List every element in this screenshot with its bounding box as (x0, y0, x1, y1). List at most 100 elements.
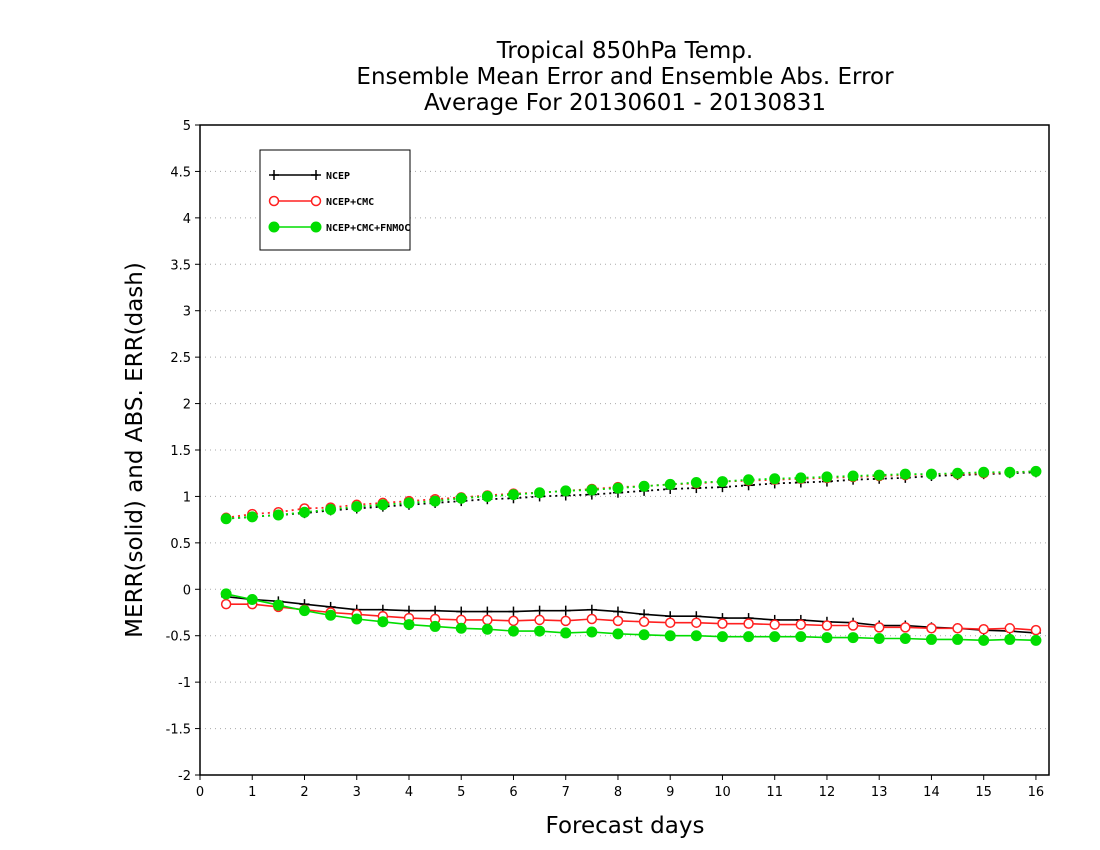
y-tick-label: -2 (178, 769, 191, 784)
abs-err-point-ncep-cmc-fnmoc (560, 485, 572, 497)
merr-point-ncep-cmc-fnmoc (795, 631, 807, 643)
x-tick-label: 13 (871, 785, 888, 800)
x-tick-label: 16 (1028, 785, 1045, 800)
legend-marker-ncep-cmc-fnmoc (310, 221, 322, 233)
y-tick-label: -0.5 (166, 630, 191, 645)
abs-err-point-ncep-cmc-fnmoc (612, 482, 624, 494)
abs-err-point-ncep-cmc-fnmoc (847, 470, 859, 482)
chart-title-line-2: Ensemble Mean Error and Ensemble Abs. Er… (356, 64, 894, 90)
x-tick-label: 4 (405, 785, 413, 800)
abs-err-point-ncep-cmc-fnmoc (664, 478, 676, 490)
legend: NCEP NCEP+CMC NCEP+CMC+FNMOC (259, 149, 411, 251)
abs-err-point-ncep-cmc-fnmoc (899, 468, 911, 480)
x-tick-label: 8 (614, 785, 622, 800)
merr-point-ncep-cmc-fnmoc (638, 629, 650, 641)
abs-err-point-ncep-cmc-fnmoc (743, 474, 755, 486)
x-tick-label: 7 (562, 785, 570, 800)
y-tick-label: 3.5 (170, 258, 191, 273)
merr-point-ncep-cmc (664, 617, 676, 628)
abs-err-point-ncep-cmc-fnmoc (716, 476, 728, 488)
legend-marker-ncep-cmc-fnmoc (268, 221, 280, 233)
merr-line-ncep-cmc-fnmoc (225, 593, 1036, 642)
merr-point-ncep-cmc-fnmoc (925, 633, 937, 645)
merr-point-ncep-cmc-fnmoc (481, 623, 493, 635)
x-tick-label: 0 (196, 785, 204, 800)
abs-err-point-ncep-cmc-fnmoc (925, 468, 937, 480)
merr-point-ncep-cmc-fnmoc (325, 609, 337, 621)
x-tick-label: 10 (714, 785, 731, 800)
y-tick-label: 3 (183, 305, 191, 320)
abs-err-point-ncep-cmc-fnmoc (220, 513, 232, 525)
legend-item-ncep-cmc: NCEP+CMC (268, 195, 374, 208)
merr-point-ncep-cmc-fnmoc (952, 633, 964, 645)
abs-err-point-ncep-cmc-fnmoc (534, 487, 546, 499)
merr-point-ncep-cmc-fnmoc (769, 631, 781, 643)
series-ncep (221, 467, 1041, 638)
merr-point-ncep-cmc (821, 620, 833, 631)
legend-label-ncep-cmc-fnmoc: NCEP+CMC+FNMOC (326, 223, 410, 234)
axes: 54.543.532.521.510.50-0.5-1-1.5-20 1 2 3 4 5 6… (166, 119, 1045, 800)
abs-err-point-ncep-cmc-fnmoc (429, 495, 441, 507)
legend-item-ncep: NCEP (269, 170, 350, 182)
merr-point-ncep (508, 606, 519, 617)
merr-point-ncep-cmc (795, 619, 807, 630)
chart-title-line-3: Average For 20130601 - 20130831 (424, 90, 826, 116)
abs-err-line-ncep (226, 471, 1036, 520)
merr-point-ncep-cmc-fnmoc (899, 633, 911, 644)
y-tick-label: -1.5 (166, 723, 191, 738)
merr-point-ncep-cmc (1030, 624, 1042, 636)
merr-point-ncep-cmc-fnmoc (272, 599, 284, 611)
merr-point-ncep-cmc-fnmoc (821, 632, 833, 644)
y-tick-label: 0 (183, 583, 191, 598)
x-tick-label: 2 (300, 785, 308, 800)
abs-err-point-ncep-cmc-fnmoc (795, 472, 807, 484)
series-ncep-cmc (220, 466, 1042, 636)
x-tick-label: 12 (819, 785, 836, 800)
y-tick-label: 2.5 (170, 351, 191, 366)
abs-err-point-ncep-cmc-fnmoc (873, 469, 885, 481)
merr-point-ncep-cmc (900, 622, 911, 633)
merr-point-ncep-cmc (926, 623, 937, 634)
x-tick-label: 6 (509, 785, 517, 800)
legend-marker-ncep (269, 170, 279, 180)
x-tick-label: 11 (766, 785, 783, 800)
abs-err-point-ncep-cmc-fnmoc (507, 489, 519, 501)
x-tick-label: 14 (923, 785, 940, 800)
merr-point-ncep-cmc (847, 620, 859, 631)
x-axis-label: Forecast days (546, 813, 705, 839)
y-tick-label: 4 (183, 212, 191, 227)
y-tick-label: -1 (178, 676, 191, 691)
merr-point-ncep-cmc (978, 623, 989, 635)
legend-box (259, 149, 411, 251)
y-tick-label: 1.5 (170, 444, 191, 459)
abs-err-point-ncep-cmc-fnmoc (638, 480, 650, 492)
x-tick-label: 5 (457, 785, 465, 800)
merr-point-ncep-cmc-fnmoc (246, 594, 258, 605)
abs-err-point-ncep-cmc-fnmoc (952, 467, 964, 479)
merr-point-ncep-cmc (586, 613, 598, 625)
abs-err-point-ncep-cmc-fnmoc (272, 509, 284, 521)
merr-point-ncep-cmc-fnmoc (664, 630, 676, 642)
merr-point-ncep-cmc (482, 614, 493, 626)
abs-err-point-ncep-cmc-fnmoc (978, 466, 990, 478)
merr-point-ncep-cmc (560, 615, 571, 627)
merr-point-ncep-cmc (638, 616, 650, 628)
merr-point-ncep-cmc-fnmoc (1030, 634, 1042, 646)
y-tick-label: 0.5 (170, 537, 191, 552)
legend-label-ncep-cmc: NCEP+CMC (326, 197, 374, 208)
x-tick-label: 1 (248, 785, 256, 800)
series-lines (220, 465, 1042, 646)
abs-err-point-ncep-cmc-fnmoc (455, 492, 467, 504)
legend-marker-ncep (311, 170, 321, 180)
merr-point-ncep-cmc-fnmoc (873, 633, 885, 644)
merr-point-ncep-cmc-fnmoc (716, 631, 728, 643)
merr-point-ncep (560, 605, 571, 616)
abs-err-point-ncep-cmc-fnmoc (586, 484, 598, 496)
merr-point-ncep (612, 606, 623, 617)
abs-err-point-ncep-cmc-fnmoc (325, 503, 337, 515)
merr-point-ncep-cmc (691, 617, 702, 628)
series-ncep-cmc-fnmoc (220, 465, 1042, 646)
abs-err-line-ncep-cmc (225, 470, 1036, 519)
merr-point-ncep-cmc-fnmoc (978, 634, 990, 646)
